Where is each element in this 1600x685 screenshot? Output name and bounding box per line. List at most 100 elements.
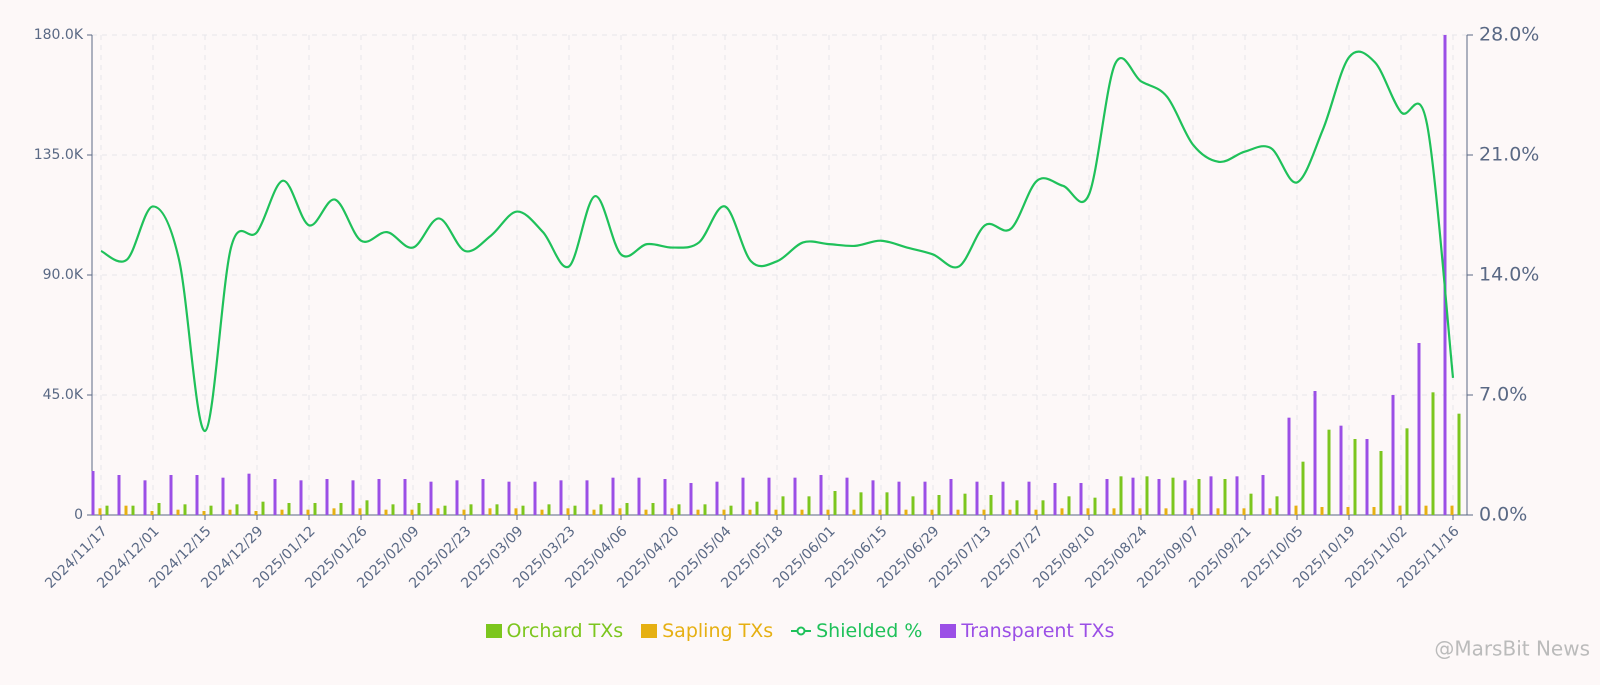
bar [1268,508,1272,515]
legend-swatch [485,624,502,638]
bar [436,508,440,515]
bar [885,492,889,515]
bar [989,495,993,515]
bar [176,509,180,515]
bar [566,508,570,515]
bar [1105,479,1109,515]
bar [774,509,778,515]
bar [254,511,258,515]
bar [235,504,239,515]
bar [1190,508,1194,515]
bar [852,509,856,515]
bar [1093,497,1097,515]
legend-label: Shielded % [816,620,923,642]
bar [611,477,615,515]
bar [845,477,849,515]
bar [1391,395,1395,515]
bar [573,505,577,515]
legend-item[interactable]: Transparent TXs [940,620,1114,642]
bar [280,509,284,515]
legend-marker [485,624,502,638]
bar [1223,479,1227,515]
bar [618,508,622,515]
bar [559,480,563,515]
bar [1171,477,1175,515]
bar [1001,481,1005,515]
bar [209,505,213,515]
bar [1294,505,1298,515]
bar [871,480,875,515]
bar [313,503,317,515]
bar [807,496,811,515]
bar [1339,425,1343,515]
bar [826,509,830,515]
y-tick-label: 180.0K [34,27,84,43]
bar [455,480,459,515]
y2-tick-label: 28.0% [1479,24,1539,46]
bar [306,509,310,515]
bar [975,481,979,515]
bar [1034,509,1038,515]
bar [384,509,388,515]
y-tick-label: 45.0K [43,387,84,403]
bar [878,509,882,515]
bar [540,509,544,515]
bar [781,496,785,515]
bar [930,509,934,515]
bar [131,505,135,515]
bar [1235,476,1239,515]
bar [429,481,433,515]
bar [819,475,823,515]
bar [1067,496,1071,515]
bar [1060,508,1064,515]
watermark: @MarsBit News [1434,637,1590,661]
bar [365,500,369,515]
legend-item[interactable]: Sapling TXs [641,620,773,642]
bar [729,505,733,515]
bar [1112,508,1116,515]
bar [1327,429,1331,515]
bar [1216,508,1220,515]
y-tick-label: 0 [74,507,83,523]
bar [150,511,154,515]
bar [1275,496,1279,515]
bar [1027,481,1031,515]
bar [1287,417,1291,515]
bar [332,508,336,515]
bar [410,509,414,515]
legend-label: Transparent TXs [961,620,1115,642]
y2-tick-label: 7.0% [1479,384,1527,406]
legend-marker [791,626,812,636]
bar [1119,476,1123,515]
bar [1209,476,1213,515]
legend-item[interactable]: Orchard TXs [485,620,623,642]
bar [897,481,901,515]
y2-tick-label: 21.0% [1479,144,1539,166]
bar [755,501,759,515]
bar [1346,507,1350,515]
bar [514,508,518,515]
bar [377,479,381,515]
bar [495,504,499,515]
bar [767,477,771,515]
bar [247,473,251,515]
bar [91,471,95,515]
bar [1424,505,1428,515]
bar [351,480,355,515]
legend-marker [641,624,658,638]
bar [1015,500,1019,515]
bar [325,479,329,515]
bar [1164,508,1168,515]
bar [949,479,953,515]
bar [488,508,492,515]
bar [1138,508,1142,515]
bar [98,508,102,515]
bar [1041,500,1045,515]
bar [403,479,407,515]
bar [299,480,303,515]
bar [417,503,421,515]
bar [1320,507,1324,515]
legend-item[interactable]: Shielded % [791,620,922,642]
bar [599,504,603,515]
